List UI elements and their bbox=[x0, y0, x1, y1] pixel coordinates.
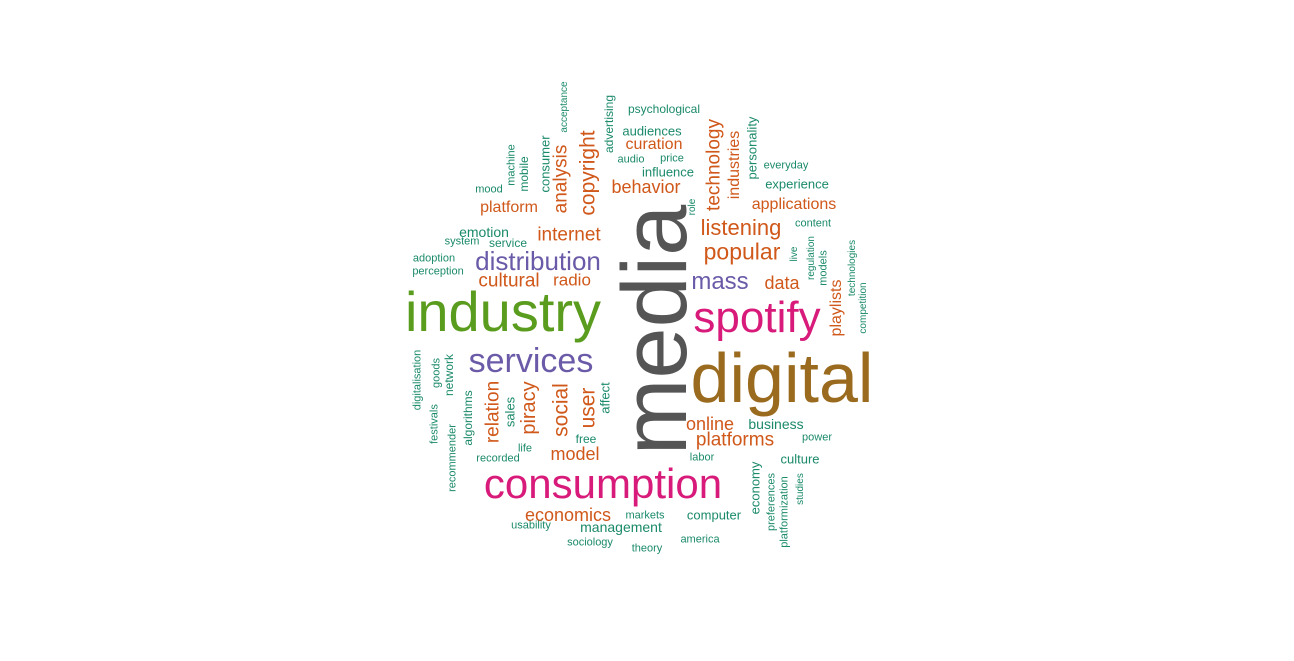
word-industry: industry bbox=[404, 280, 602, 343]
word-america: america bbox=[680, 533, 720, 546]
word-industries: industries bbox=[726, 130, 743, 200]
word-culture: culture bbox=[780, 451, 820, 467]
word-behavior: behavior bbox=[611, 177, 681, 197]
word-platforms: platforms bbox=[695, 429, 775, 451]
word-psychological: psychological bbox=[627, 102, 701, 116]
word-machine: machine bbox=[505, 144, 518, 186]
word-price: price bbox=[660, 152, 684, 165]
word-goods: goods bbox=[430, 358, 443, 388]
word-sociology: sociology bbox=[567, 536, 613, 549]
word-user: user bbox=[576, 387, 600, 429]
word-studies: studies bbox=[795, 473, 806, 505]
word-mass: mass bbox=[691, 268, 749, 295]
word-audio: audio bbox=[617, 153, 645, 166]
word-audiences: audiences bbox=[622, 123, 682, 139]
word-services: services bbox=[468, 342, 594, 380]
word-algorithms: algorithms bbox=[461, 390, 475, 446]
word-service: service bbox=[488, 236, 528, 250]
word-experience: experience bbox=[765, 176, 829, 192]
word-preferences: preferences bbox=[765, 472, 778, 532]
word-economics: economics bbox=[524, 505, 612, 525]
word-digitalisation: digitalisation bbox=[411, 349, 424, 411]
word-economy: economy bbox=[747, 461, 763, 515]
word-mobile: mobile bbox=[517, 156, 531, 192]
word-technologies: technologies bbox=[847, 239, 858, 297]
word-social: social bbox=[549, 383, 573, 437]
word-advertising: advertising bbox=[602, 94, 616, 154]
word-acceptance: acceptance bbox=[559, 81, 570, 133]
word-perception: perception bbox=[412, 265, 464, 278]
word-mood: mood bbox=[475, 183, 503, 196]
word-radio: radio bbox=[553, 270, 591, 290]
word-markets: markets bbox=[625, 509, 665, 522]
word-digital: digital bbox=[690, 339, 874, 417]
word-spotify: spotify bbox=[693, 293, 821, 342]
word-popular: popular bbox=[703, 238, 781, 265]
word-usability: usability bbox=[511, 519, 551, 532]
word-content: content bbox=[794, 217, 832, 230]
word-management: management bbox=[580, 519, 662, 535]
word-copyright: copyright bbox=[576, 130, 600, 216]
word-regulation: regulation bbox=[806, 236, 817, 280]
word-role: role bbox=[687, 198, 698, 216]
word-recommender: recommender bbox=[446, 424, 459, 492]
word-network: network bbox=[442, 353, 456, 397]
word-computer: computer bbox=[686, 507, 742, 523]
word-festivals: festivals bbox=[428, 404, 441, 444]
word-affect: affect bbox=[597, 382, 613, 414]
word-live: live bbox=[789, 246, 800, 262]
word-distribution: distribution bbox=[475, 246, 601, 276]
word-models: models bbox=[817, 250, 830, 286]
word-online: online bbox=[685, 414, 735, 434]
word-platform: platform bbox=[480, 199, 538, 216]
word-labor: labor bbox=[689, 451, 715, 464]
word-applications: applications bbox=[751, 196, 837, 213]
word-sales: sales bbox=[502, 396, 518, 428]
word-everyday: everyday bbox=[763, 159, 809, 172]
word-power: power bbox=[802, 431, 832, 444]
word-curation: curation bbox=[625, 136, 683, 153]
word-cultural: cultural bbox=[478, 270, 540, 292]
word-piracy: piracy bbox=[518, 381, 540, 435]
word-free: free bbox=[575, 432, 597, 446]
word-platformization: platformization bbox=[778, 476, 791, 548]
word-competition: competition bbox=[858, 282, 869, 334]
word-internet: internet bbox=[537, 224, 601, 246]
word-emotion: emotion bbox=[459, 224, 509, 240]
word-system: system bbox=[444, 235, 480, 248]
word-theory: theory bbox=[631, 542, 663, 555]
word-data: data bbox=[764, 273, 800, 293]
word-personality: personality bbox=[744, 116, 760, 180]
word-technology: technology bbox=[703, 119, 725, 211]
word-business: business bbox=[748, 416, 804, 432]
word-listening: listening bbox=[700, 215, 782, 240]
word-consumption: consumption bbox=[483, 460, 723, 507]
word-playlists: playlists bbox=[828, 279, 845, 337]
word-analysis: analysis bbox=[550, 144, 572, 214]
word-consumer: consumer bbox=[537, 135, 553, 193]
word-life: life bbox=[517, 442, 533, 455]
word-model: model bbox=[550, 444, 600, 464]
word-influence: influence bbox=[641, 164, 695, 180]
word-relation: relation bbox=[482, 380, 504, 444]
word-recorded: recorded bbox=[476, 452, 520, 465]
word-adoption: adoption bbox=[412, 252, 456, 265]
